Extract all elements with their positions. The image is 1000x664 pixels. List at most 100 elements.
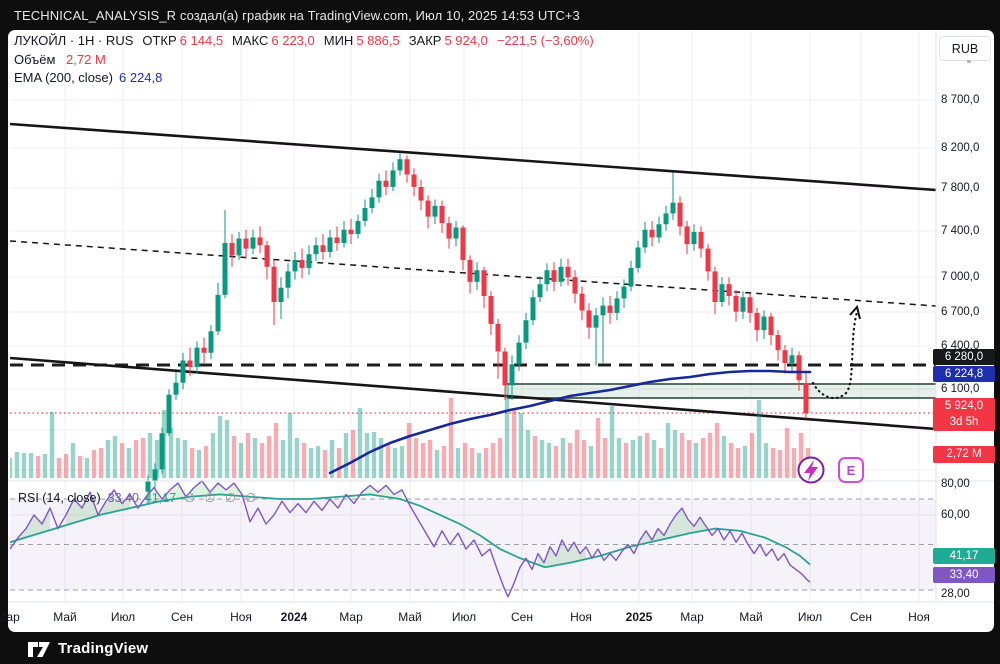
tradingview-logo[interactable]: TradingView <box>28 639 148 657</box>
volume-bar <box>399 446 405 478</box>
volume-bar <box>210 433 216 478</box>
candle-body <box>495 323 501 352</box>
volume-bar <box>539 440 545 478</box>
volume-bar <box>140 438 146 478</box>
candle-body <box>432 205 438 217</box>
candle-body <box>789 355 795 364</box>
earnings-button[interactable]: E <box>838 457 864 483</box>
candle-body <box>796 355 802 381</box>
volume-bar <box>245 433 251 478</box>
volume-bar <box>126 448 132 478</box>
plot-area[interactable] <box>8 31 936 602</box>
candle-body <box>439 205 445 224</box>
volume-bar <box>623 443 629 478</box>
ema-label[interactable]: EMA (200, close) <box>14 70 113 85</box>
candle-body <box>754 312 760 331</box>
lower-support[interactable] <box>10 356 936 431</box>
candle-body <box>705 248 711 272</box>
volume-bar <box>742 446 748 478</box>
volume-label[interactable]: Объём <box>14 52 56 67</box>
candle-body <box>733 296 739 312</box>
volume-bar <box>357 408 363 478</box>
candle-body <box>327 237 333 252</box>
candle-body <box>152 469 158 482</box>
candle-body <box>278 287 284 303</box>
time-axis-label: Мар <box>339 610 363 624</box>
volume-bar <box>581 440 587 478</box>
candle-body <box>453 227 459 239</box>
volume-bar <box>672 430 678 478</box>
time-axis-label: Июл <box>797 610 823 624</box>
rsi-label[interactable]: RSI (14, close) <box>18 491 101 505</box>
time-axis-label: Ноя <box>230 610 252 624</box>
candle-body <box>222 242 228 295</box>
candle-body <box>698 231 704 249</box>
candle-body <box>551 270 557 282</box>
upper-resistance[interactable] <box>10 122 936 192</box>
candle-body <box>334 237 340 243</box>
candle-body <box>488 296 494 324</box>
volume-bar <box>238 443 244 478</box>
candle-body <box>313 245 319 255</box>
candle-body <box>215 294 221 332</box>
volume-bar <box>273 423 279 478</box>
volume-bar <box>693 443 699 478</box>
volume-bar <box>658 448 664 478</box>
volume-bar <box>147 433 153 478</box>
volume-bar <box>189 448 195 478</box>
volume-bar <box>63 454 69 478</box>
candle-body <box>656 224 662 238</box>
candle-body <box>600 305 606 316</box>
candle-body <box>726 284 732 297</box>
volume-bar <box>749 433 755 478</box>
candle-body <box>390 170 396 187</box>
candle-body <box>348 229 354 235</box>
candle-body <box>593 315 599 328</box>
rsi-fill <box>146 480 242 505</box>
candle-body <box>250 237 256 249</box>
inner-resistance[interactable] <box>10 240 936 307</box>
rsi-ma-line[interactable] <box>10 493 811 569</box>
volume-bar <box>644 433 650 478</box>
volume-bar <box>504 385 510 478</box>
candle-body <box>677 202 683 227</box>
volume-bar <box>322 450 328 478</box>
volume-bar <box>469 448 475 478</box>
volume-bar <box>798 433 804 478</box>
volume-bar <box>665 423 671 478</box>
lightning-button[interactable] <box>797 456 825 484</box>
price-axis-label: 28,00 <box>941 588 970 600</box>
support-zone[interactable] <box>507 384 936 398</box>
volume-bar <box>763 443 769 478</box>
candle-body <box>544 270 550 285</box>
volume-bar <box>791 448 797 478</box>
candle-body <box>243 238 249 249</box>
candle-body <box>229 242 235 256</box>
currency-button[interactable]: RUB <box>939 36 991 61</box>
ema-line[interactable] <box>328 369 812 475</box>
rsi-line[interactable] <box>10 480 811 598</box>
candle-body <box>586 310 592 328</box>
candle-body <box>397 159 403 171</box>
rsi-fill <box>640 508 706 545</box>
candle-body <box>691 231 697 245</box>
time-axis-label: Июл <box>451 610 477 624</box>
volume-legend: Объём 2,72 M <box>14 52 106 67</box>
projection-arrow[interactable] <box>811 310 859 400</box>
symbol-title[interactable]: ЛУКОЙЛ · 1H · RUS <box>14 33 134 48</box>
candle-body <box>320 245 326 252</box>
candle-body <box>565 266 571 278</box>
volume-bar <box>427 440 433 478</box>
candle-body <box>481 270 487 297</box>
candle-body <box>740 297 746 312</box>
price-axis-label: 7 000,0 <box>941 271 980 283</box>
volume-bar <box>441 446 447 478</box>
volume-bar <box>28 453 34 478</box>
volume-bar <box>308 448 314 478</box>
candle-body <box>558 266 564 282</box>
candle-body <box>663 213 669 225</box>
candle-body <box>635 247 641 268</box>
volume-bar <box>392 448 398 478</box>
